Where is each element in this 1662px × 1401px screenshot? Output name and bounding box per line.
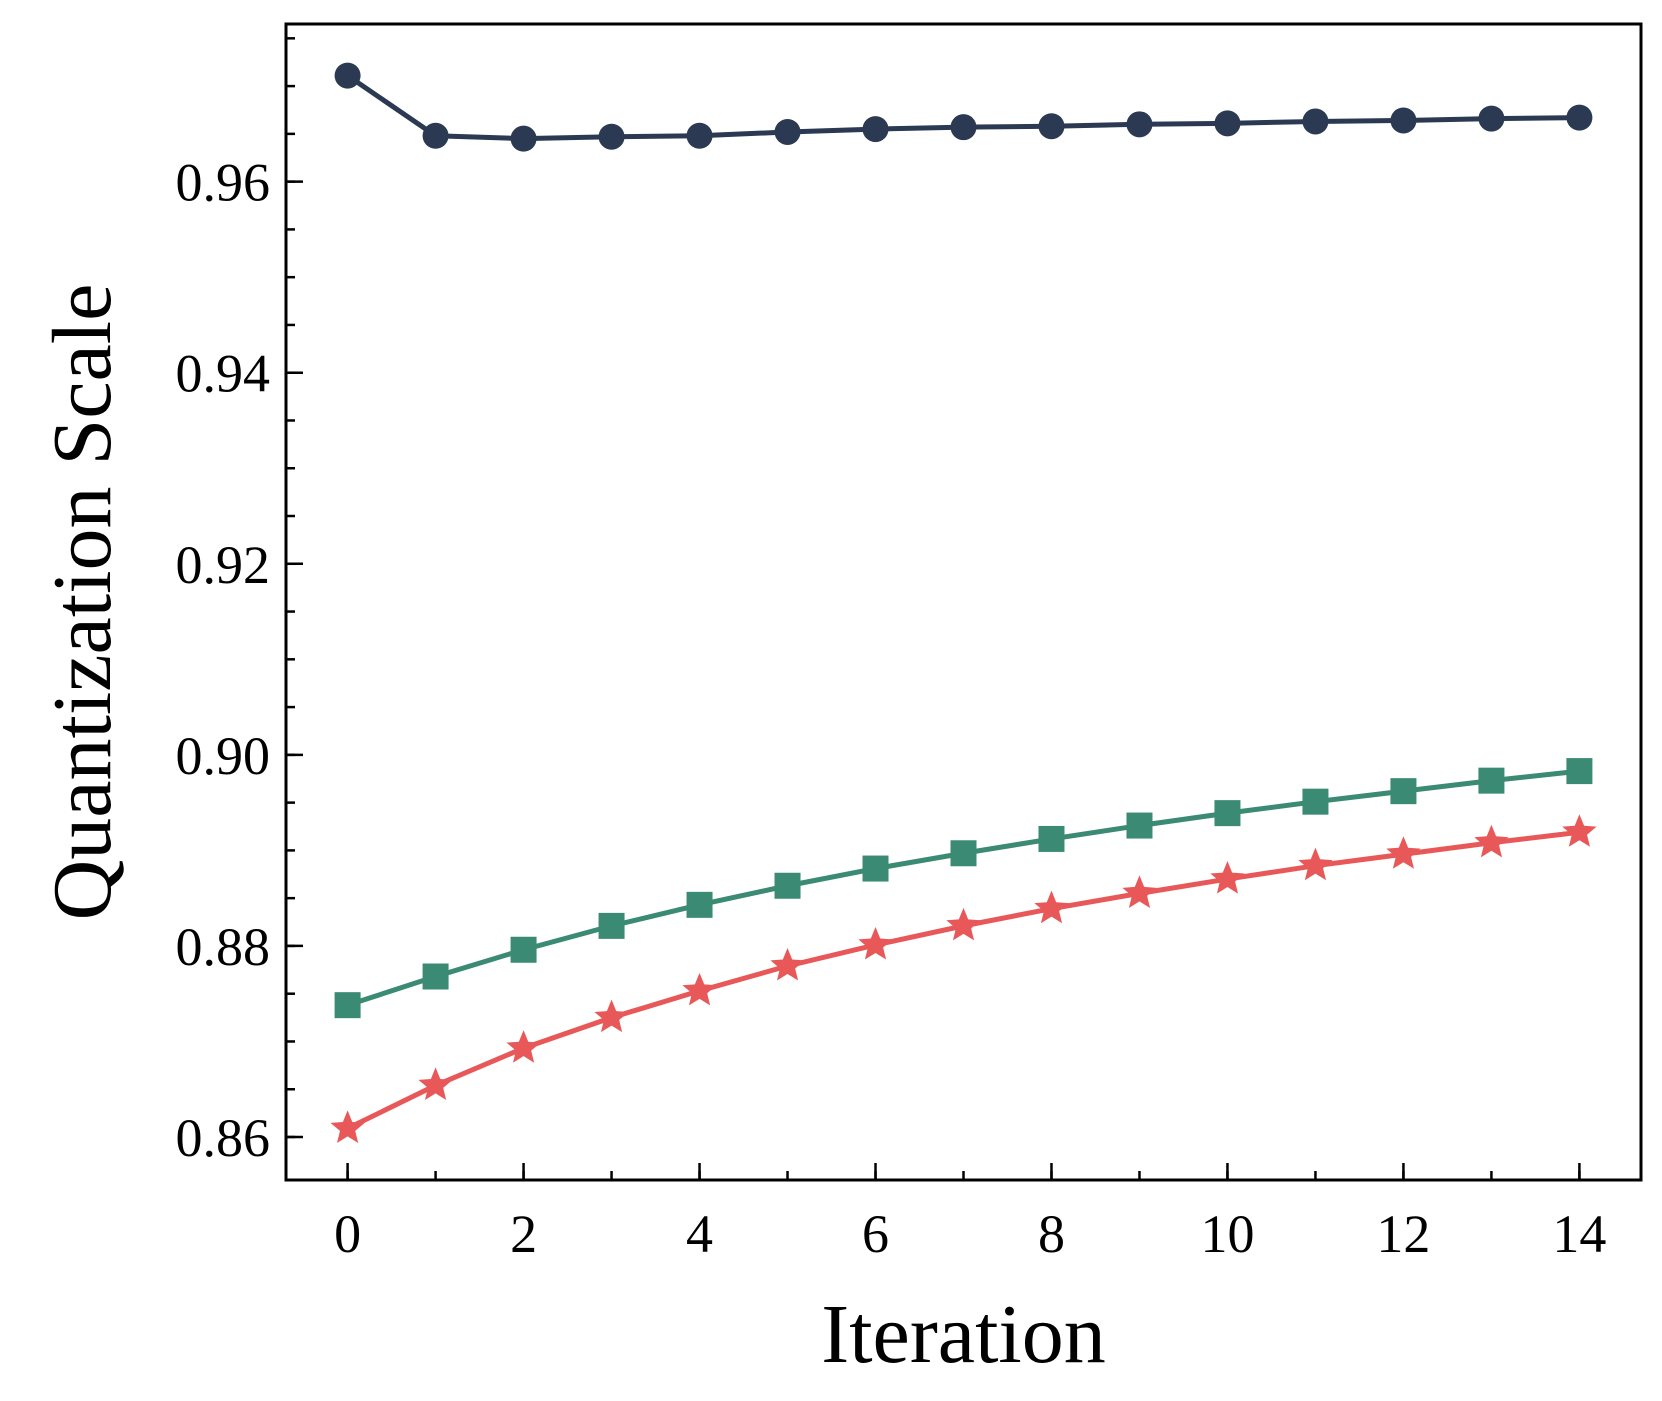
data-point-square	[1478, 767, 1505, 794]
data-point-circle	[1478, 105, 1505, 132]
tick-labels: 0 2 4 6 8 10 12 14 0.86 0.88 0.90 0.92 0.94 0.96	[176, 153, 1607, 1264]
data-point-square	[422, 963, 449, 990]
series-2-line	[346, 768, 1580, 1008]
data-point-square	[1214, 800, 1241, 827]
x-axis-label: Iteration	[821, 1288, 1106, 1381]
y-tick-label: 0.86	[176, 1108, 271, 1168]
series-3	[330, 814, 1597, 1143]
series-1	[334, 62, 1593, 152]
x-tick-label: 2	[510, 1204, 537, 1264]
data-point-circle	[422, 122, 449, 149]
data-point-circle	[1566, 104, 1593, 131]
data-point-circle	[1126, 111, 1153, 138]
data-point-circle	[862, 116, 889, 143]
data-point-star	[682, 972, 717, 1006]
x-tick-label: 0	[334, 1204, 361, 1264]
data-point-circle	[1390, 107, 1417, 134]
data-point-star	[1562, 814, 1597, 847]
data-point-circle	[334, 62, 361, 89]
data-point-circle	[950, 114, 977, 141]
series-2	[334, 758, 1593, 1019]
data-point-square	[1566, 758, 1593, 785]
data-point-star	[1386, 836, 1421, 869]
data-point-circle	[1038, 113, 1065, 140]
data-point-star	[1210, 861, 1245, 894]
y-axis-label: Quantization Scale	[36, 284, 129, 921]
plot-frame	[284, 22, 1643, 1182]
y-tick-label: 0.92	[176, 535, 271, 595]
data-point-square	[686, 891, 713, 918]
data-point-square	[510, 936, 537, 963]
data-point-square	[598, 912, 625, 939]
data-point-star	[946, 907, 981, 941]
x-tick-label: 10	[1200, 1204, 1254, 1264]
data-point-circle	[686, 122, 713, 149]
x-tick-label: 6	[862, 1204, 889, 1264]
data-point-square	[862, 855, 889, 882]
data-point-circle	[598, 123, 625, 150]
data-point-star	[770, 948, 805, 981]
x-tick-label: 12	[1376, 1204, 1430, 1264]
data-point-circle	[1214, 110, 1241, 137]
data-point-circle	[774, 118, 801, 145]
data-point-circle	[1302, 108, 1329, 135]
y-tick-label: 0.90	[176, 726, 271, 786]
data-point-star	[418, 1067, 453, 1100]
y-tick-label: 0.96	[176, 153, 271, 213]
data-point-star	[1034, 890, 1069, 924]
data-point-square	[1302, 788, 1329, 815]
x-tick-label: 8	[1038, 1204, 1065, 1264]
data-point-square	[1390, 778, 1417, 805]
data-point-star	[594, 999, 629, 1033]
data-point-star	[1298, 847, 1333, 881]
data-point-square	[334, 992, 361, 1019]
data-point-star	[1474, 824, 1509, 858]
y-tick-label: 0.88	[176, 917, 271, 977]
data-point-square	[950, 840, 977, 867]
series-3-line	[346, 829, 1580, 1131]
data-point-square	[1038, 825, 1065, 852]
data-point-star	[506, 1030, 541, 1063]
data-point-star	[1122, 875, 1157, 908]
x-tick-label: 14	[1552, 1204, 1606, 1264]
series-layer	[330, 62, 1597, 1143]
x-tick-label: 4	[686, 1204, 713, 1264]
data-point-star	[330, 1110, 365, 1143]
data-point-square	[774, 872, 801, 899]
y-tick-label: 0.94	[176, 344, 271, 404]
data-point-star	[858, 926, 893, 960]
axis-ticks	[286, 37, 1581, 1180]
data-point-circle	[510, 125, 537, 152]
data-point-square	[1126, 812, 1153, 839]
